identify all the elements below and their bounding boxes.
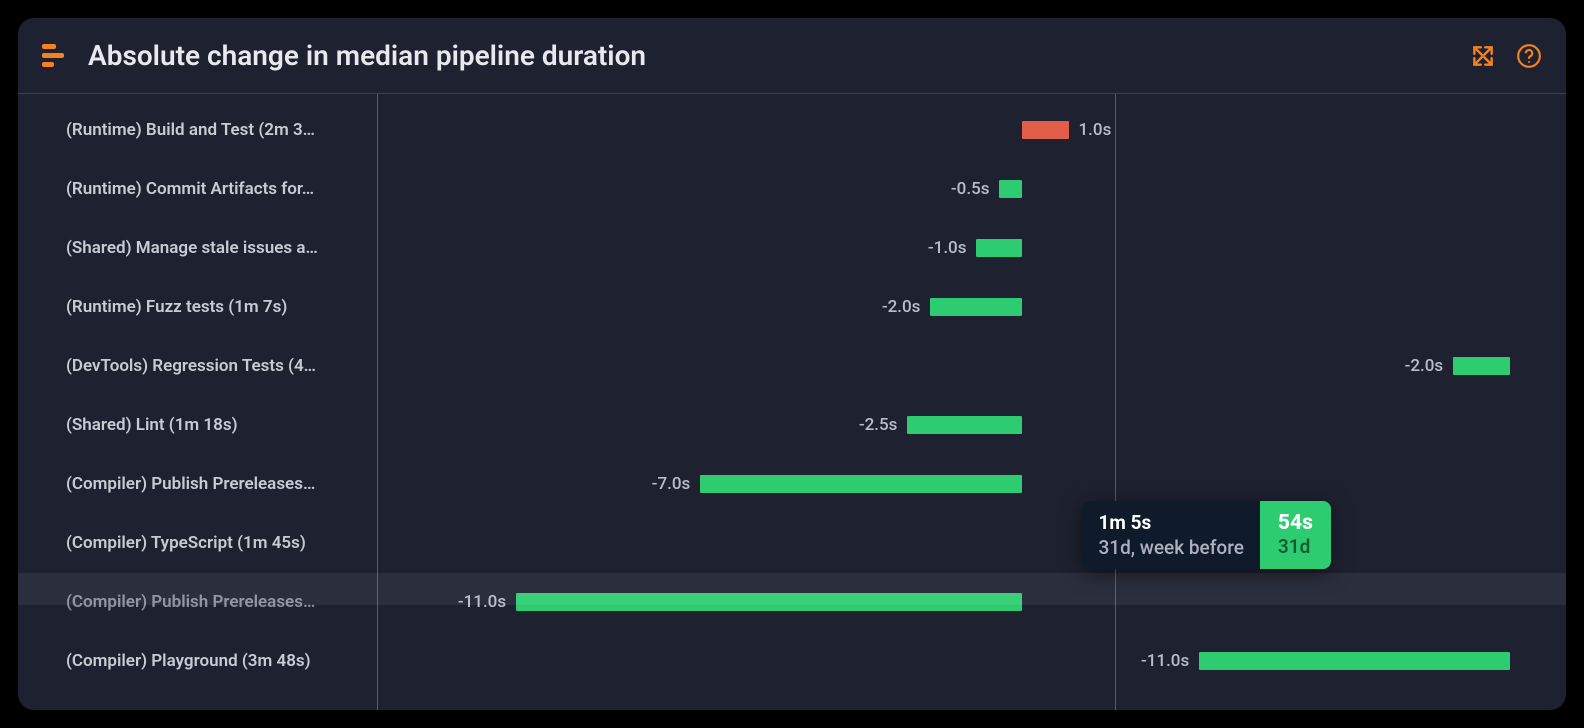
row-label: (DevTools) Regression Tests (4… (66, 356, 316, 376)
tooltip-after-value: 54s (1278, 511, 1313, 535)
row-label: (Runtime) Fuzz tests (1m 7s) (66, 297, 287, 317)
panel-title: Absolute change in median pipeline durat… (88, 39, 1470, 72)
plot-divider (1115, 94, 1116, 710)
expand-icon[interactable] (1470, 43, 1496, 69)
bar-value-label: -7.0s (652, 474, 691, 494)
bar[interactable] (999, 180, 1022, 198)
bar[interactable] (907, 416, 1022, 434)
chart-panel: Absolute change in median pipeline durat… (14, 14, 1570, 714)
chart-area: (Runtime) Build and Test (2m 3… (Runtime)… (18, 94, 1566, 710)
tooltip: 1m 5s31d, week before 54s31d (1082, 501, 1330, 569)
row-highlight (18, 573, 1566, 605)
bar-value-label: -1.0s (928, 238, 967, 258)
bar-value-label: 1.0s (1079, 120, 1112, 140)
row-label: (Compiler) Publish Prereleases… (66, 474, 315, 494)
row-label: (Compiler) TypeScript (1m 45s) (66, 533, 306, 553)
chart-type-icon (42, 42, 70, 70)
bar-value-label: -2.5s (859, 415, 898, 435)
bar-value-label: -11.0s (1141, 651, 1189, 671)
bar[interactable] (1453, 357, 1509, 375)
bar-value-label: -2.0s (882, 297, 921, 317)
bar-value-label: -0.5s (951, 179, 990, 199)
row-label: (Shared) Lint (1m 18s) (66, 415, 238, 435)
row-label: (Compiler) Playground (3m 48s) (66, 651, 311, 671)
help-icon[interactable] (1516, 43, 1542, 69)
bar[interactable] (930, 298, 1022, 316)
panel-header: Absolute change in median pipeline durat… (18, 18, 1566, 94)
bar[interactable] (976, 239, 1022, 257)
labels-column: (Runtime) Build and Test (2m 3… (Runtime)… (18, 94, 378, 710)
plots-container: 1.0s -0.5s -1.0s -2.0s -2.0s -2.5s -7.0s -11.0s… (378, 94, 1566, 710)
row-label: (Runtime) Build and Test (2m 3… (66, 120, 315, 140)
bar[interactable] (1199, 652, 1509, 670)
tooltip-after-label: 31d (1278, 535, 1313, 558)
bar[interactable] (1022, 121, 1068, 139)
row-label: (Runtime) Commit Artifacts for… (66, 179, 314, 199)
header-actions (1470, 43, 1542, 69)
row-label: (Shared) Manage stale issues a… (66, 238, 318, 258)
bar-value-label: -2.0s (1405, 356, 1444, 376)
bar[interactable] (700, 475, 1022, 493)
tooltip-before-value: 1m 5s (1098, 511, 1243, 534)
tooltip-before-label: 31d, week before (1098, 536, 1243, 559)
